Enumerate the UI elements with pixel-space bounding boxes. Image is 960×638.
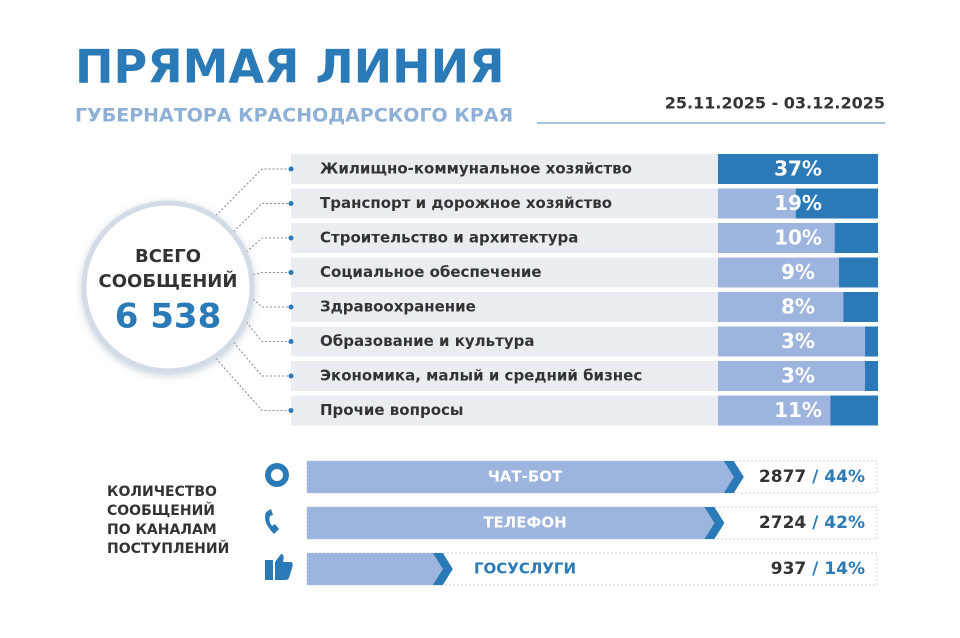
topic-value: 10%: [774, 226, 822, 250]
topic-bar: [795, 188, 878, 219]
topic-row: [291, 223, 718, 253]
topic-row: [291, 326, 718, 357]
channels-label: ПОСТУПЛЕНИЙ: [107, 540, 229, 557]
channel-share: 42%: [824, 513, 865, 533]
topic-row: [291, 395, 718, 426]
channel-bar: [307, 461, 734, 493]
connector: [253, 272, 291, 276]
title: ПРЯМАЯ ЛИНИЯ: [75, 40, 505, 94]
connector: [246, 237, 291, 253]
topic-name: Жилищно-коммунальное хозяйство: [320, 160, 632, 178]
channel-count: 2724: [759, 513, 806, 533]
topic-value: 19%: [774, 191, 822, 215]
channels-label: СООБЩЕНИЙ: [107, 502, 215, 519]
channels-label: КОЛИЧЕСТВО: [107, 484, 217, 500]
topic-value: 3%: [781, 364, 815, 388]
channel-name: ГОСУСЛУГИ: [474, 560, 576, 578]
connector: [246, 321, 291, 342]
channel-name: ТЕЛЕФОН: [483, 514, 566, 532]
channel-stats: 937 / 14%: [771, 559, 865, 579]
topic-row: [291, 257, 718, 288]
topic-bar: [865, 361, 878, 391]
topic-value: 11%: [774, 398, 822, 422]
topic-bar: [865, 326, 878, 357]
topic-bar-bg: [718, 361, 878, 391]
channel-share: 14%: [824, 559, 865, 579]
topic-name: Здравоохранение: [320, 298, 476, 316]
topic-name: Экономика, малый и средний бизнес: [320, 367, 642, 385]
channel-name: ЧАТ-БОТ: [488, 468, 563, 486]
topic-dot: [288, 166, 294, 172]
channel-bar-tip: [432, 553, 453, 585]
date-range: 25.11.2025 - 03.12.2025: [665, 94, 885, 113]
topic-dot: [288, 201, 294, 206]
topic-value: 37%: [774, 157, 822, 181]
channel-stats: 2724 / 42%: [759, 513, 865, 533]
channel-icons: [265, 463, 293, 580]
topic-bar: [830, 395, 878, 426]
topic-bar: [843, 292, 878, 322]
topic-dot: [288, 235, 294, 241]
topic-row: [291, 361, 718, 391]
topic-name: Прочие вопросы: [320, 401, 463, 419]
channel-count: 2877: [759, 467, 806, 487]
connector: [233, 342, 291, 377]
topic-dot: [288, 270, 294, 275]
channel-share: 44%: [824, 467, 865, 487]
channels-label: ПО КАНАЛАМ: [107, 522, 217, 538]
subtitle: ГУБЕРНАТОРА КРАСНОДАРСКОГО КРАЯ: [75, 105, 513, 127]
topic-bar: [718, 154, 878, 184]
topic-name: Образование и культура: [320, 332, 534, 350]
topic-bar: [839, 257, 878, 288]
total-circle: [81, 200, 255, 374]
channel-bar: [307, 507, 715, 539]
topic-row: [291, 292, 718, 322]
channel-bar-tip: [723, 461, 744, 493]
topic-name: Строительство и архитектура: [320, 229, 578, 247]
channel-count: 937: [771, 559, 807, 579]
channel-bar-tip: [704, 507, 725, 539]
topic-dot: [288, 339, 294, 344]
topic-name: Транспорт и дорожное хозяйство: [320, 194, 612, 212]
topic-dot: [288, 408, 294, 413]
channel-bar: [307, 553, 443, 585]
total-value: 6 538: [115, 297, 221, 337]
topic-row: [291, 188, 718, 219]
topic-value: 8%: [781, 295, 815, 319]
topic-row: [291, 154, 718, 184]
topic-value: 3%: [781, 329, 815, 353]
connector: [215, 358, 291, 411]
topic-dot: [288, 373, 294, 379]
topic-value: 9%: [781, 260, 815, 284]
connector: [215, 168, 291, 216]
topic-name: Социальное обеспечение: [320, 263, 542, 281]
total-label: СООБЩЕНИЙ: [99, 270, 238, 292]
total-label: ВСЕГО: [135, 246, 201, 267]
topic-bar: [834, 223, 878, 253]
topic-dot: [288, 304, 294, 310]
topic-bar-bg: [718, 326, 878, 357]
connector: [233, 203, 291, 232]
channel-stats: 2877 / 44%: [759, 467, 865, 487]
connector: [252, 298, 291, 308]
